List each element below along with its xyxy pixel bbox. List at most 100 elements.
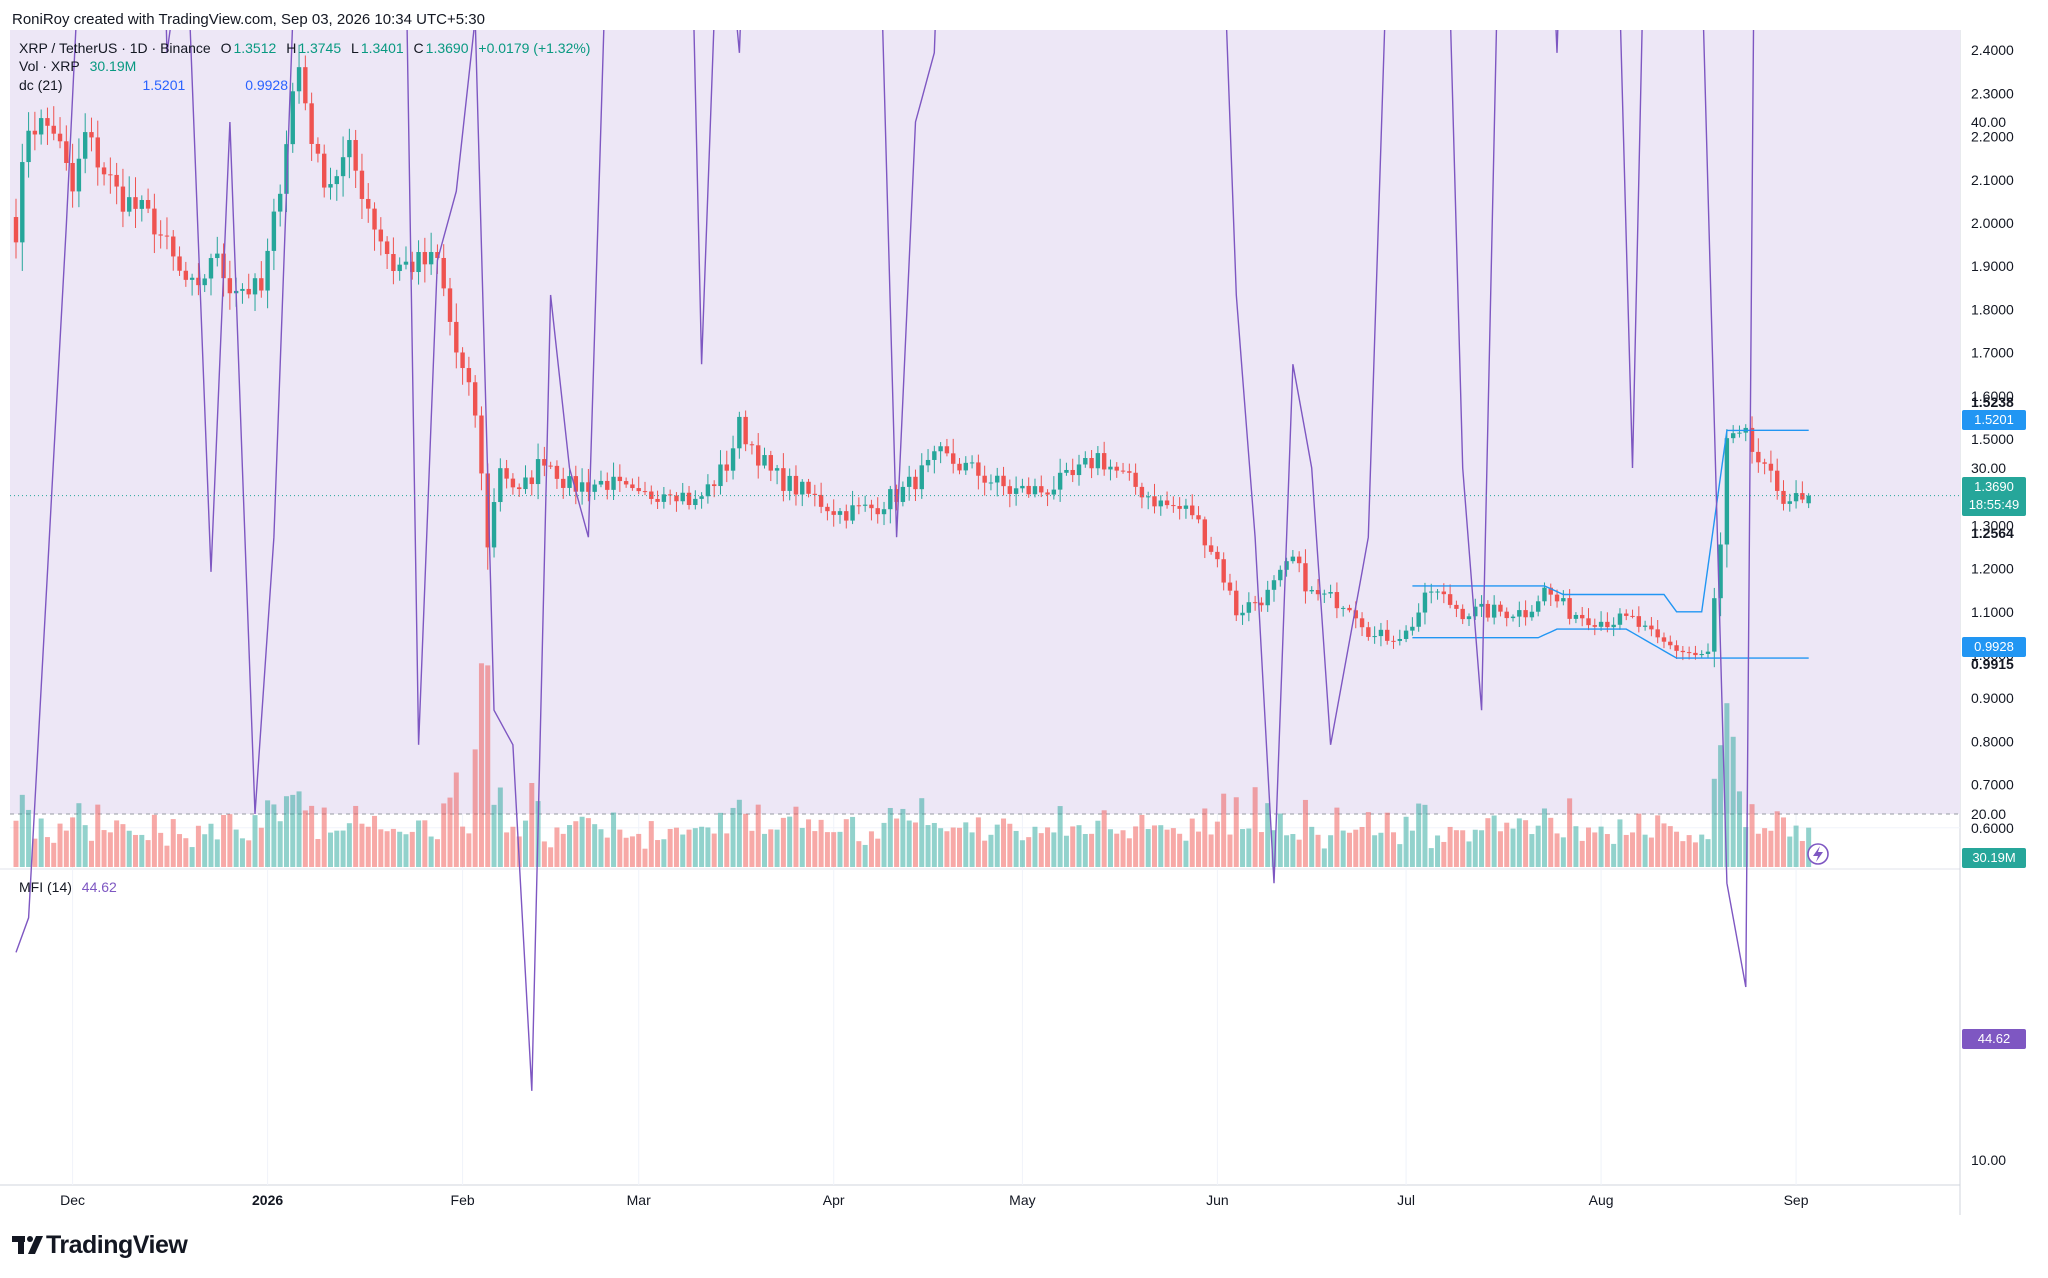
candle-body [139, 199, 144, 209]
candle-body [529, 477, 534, 485]
volume-bar [510, 826, 516, 867]
volume-bar [359, 823, 365, 867]
volume-bar [1598, 826, 1604, 867]
volume-bar [749, 830, 755, 867]
candle-body [359, 170, 365, 199]
volume-bar [1001, 818, 1007, 867]
candle-body [881, 509, 887, 515]
candle-body [1152, 496, 1157, 507]
volume-bar [252, 815, 258, 867]
volume-bar [705, 827, 711, 867]
volume-bar [1101, 810, 1107, 867]
volume-bar [931, 822, 937, 867]
candle-body [1529, 611, 1535, 618]
candle-body [1039, 486, 1044, 493]
chart-canvas[interactable]: 2.4000 2.3000 2.2000 2.1000 2.0000 1.9000 1.80… [0, 30, 2048, 1218]
volume-bar [617, 829, 623, 867]
volume-bar [1655, 815, 1661, 867]
volume-bar [1007, 823, 1013, 867]
volume-bar [70, 817, 76, 867]
legend-vol-label: Vol · XRP [19, 58, 80, 74]
volume-bar [378, 829, 384, 867]
candle-body [1322, 593, 1327, 595]
volume-bar [1202, 808, 1208, 867]
volume-bar [1365, 812, 1371, 867]
candle-body [1611, 624, 1616, 628]
candle-body [290, 91, 295, 145]
candle-body [202, 278, 207, 286]
candle-body [145, 199, 151, 209]
volume-bar [1309, 826, 1315, 867]
volume-bar [1013, 830, 1019, 867]
candle-body [20, 162, 25, 243]
volume-bar [1630, 832, 1636, 867]
candle-body [1504, 611, 1509, 619]
tradingview-logo[interactable]: TradingView [12, 1230, 188, 1264]
volume-bar [76, 803, 82, 867]
candle-body [1385, 629, 1390, 641]
legend-mfi-value: 44.62 [81, 879, 117, 895]
volume-bar [1145, 829, 1151, 867]
candle-body [1020, 485, 1025, 489]
legend-close: 1.3690 [425, 40, 469, 56]
volume-bar [1133, 826, 1139, 867]
candle-body [372, 208, 377, 230]
price-tick-label: 1.3000 [1971, 517, 2014, 533]
volume-bar [183, 838, 189, 867]
volume-bar [1221, 793, 1227, 867]
candle-body [586, 482, 591, 492]
volume-bar [239, 838, 245, 867]
candle-body [334, 176, 339, 185]
volume-bar [906, 820, 912, 867]
volume-bar [938, 828, 944, 867]
candle-body [1668, 641, 1673, 646]
high-marker-label: 1.5238 [1971, 394, 2014, 410]
volume-bar [1057, 806, 1063, 867]
volume-bar [384, 831, 390, 867]
candle-body [1693, 652, 1698, 656]
volume-bar [1705, 839, 1711, 867]
candle-body [561, 478, 566, 488]
candle-body [466, 368, 472, 383]
volume-bar [1579, 840, 1585, 867]
volume-bar [1636, 813, 1642, 867]
candle-body [1114, 466, 1119, 471]
volume-bar [133, 834, 139, 867]
volume-bar [1611, 843, 1617, 867]
candle-body [1454, 604, 1459, 609]
candle-body [1296, 556, 1302, 564]
candle-body [1372, 636, 1377, 638]
candle-body [1624, 613, 1629, 616]
candle-body [391, 254, 396, 272]
volume-bar [214, 839, 220, 867]
candle-body [1328, 592, 1333, 594]
candle-body [1762, 462, 1767, 464]
volume-bar [346, 823, 352, 867]
volume-bar [1170, 828, 1176, 867]
last-price-tag: 1.3690 18:55:49 [1962, 477, 2026, 516]
volume-bar [1403, 816, 1409, 867]
volume-bar [1328, 835, 1334, 867]
candle-body [347, 140, 352, 158]
volume-bar [1277, 813, 1283, 867]
volume-bar [1290, 834, 1296, 867]
candle-body [26, 130, 31, 163]
volume-bar [560, 833, 566, 867]
legend-dc-label: dc (21) [19, 77, 63, 93]
candle-body [1278, 569, 1283, 581]
candle-body [1410, 626, 1415, 631]
time-tick-label: Feb [451, 1192, 475, 1208]
volume-bar [982, 840, 988, 867]
candle-body [1781, 490, 1786, 504]
candle-body [730, 448, 736, 471]
candle-body [485, 473, 490, 548]
volume-bar [711, 833, 717, 867]
candle-body [1718, 544, 1723, 599]
volume-bar [1648, 837, 1654, 867]
legend-dc: dc (21) 1.5201 0.9928 [19, 77, 294, 93]
volume-bar [1126, 838, 1132, 867]
candle-body [1617, 613, 1623, 625]
candle-body [1120, 470, 1126, 472]
volume-bar [478, 663, 484, 867]
candle-body [384, 241, 390, 255]
